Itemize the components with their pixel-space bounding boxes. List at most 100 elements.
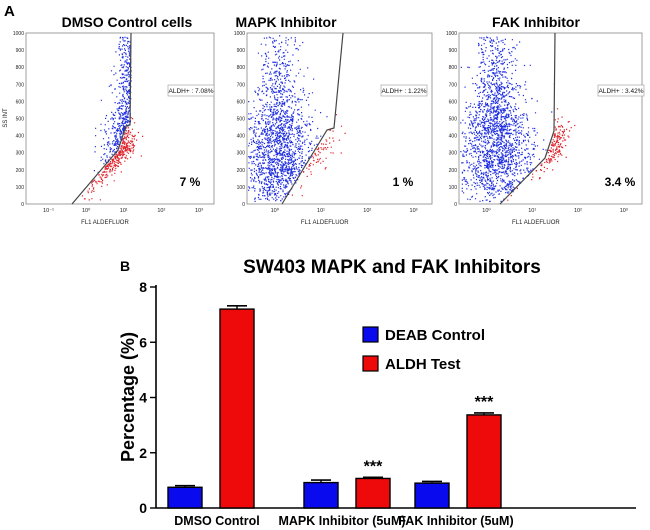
y-tick-label: 0 <box>454 202 457 208</box>
flow-plot: MAPK Inhibitor10009008007006005004003002… <box>234 14 433 226</box>
y-tick-label: 900 <box>16 48 25 54</box>
x-tick-label: FAK Inhibitor (5uM) <box>398 514 513 528</box>
y-tick-label: 400 <box>237 134 246 140</box>
flow-plot-title: FAK Inhibitor <box>492 14 580 30</box>
y-tick-label: 400 <box>449 134 458 140</box>
flow-plot: DMSO Control cells1000900800700600500400… <box>3 14 215 226</box>
x-tick-label: 10² <box>363 208 371 214</box>
plot-frame <box>25 32 215 205</box>
bar-aldh-test <box>219 308 255 509</box>
legend-swatch <box>362 326 379 343</box>
y-tick-label: 1000 <box>234 31 245 37</box>
x-tick-label: 10⁻¹ <box>43 208 54 214</box>
y-tick-label: 6 <box>139 334 147 350</box>
legend-swatch <box>362 355 379 372</box>
aldh-negative-events <box>93 36 132 174</box>
aldh-gate-line <box>499 32 556 205</box>
y-tick-label: 400 <box>16 134 25 140</box>
y-tick-label: 800 <box>237 65 246 71</box>
significance-marker: *** <box>475 394 494 411</box>
aldh-percent-label: 3.4 % <box>605 175 636 189</box>
aldh-negative-events <box>460 36 555 203</box>
panel-a-label: A <box>4 3 15 20</box>
bar-deab-control <box>167 486 203 509</box>
gate-label-box <box>597 84 645 97</box>
flow-plot-title: DMSO Control cells <box>62 14 193 30</box>
y-tick-label: 100 <box>237 185 246 191</box>
bar-deab-control <box>303 481 339 509</box>
gate-label-box <box>380 84 428 97</box>
y-tick-label: 900 <box>237 48 246 54</box>
y-axis-label: Percentage (%) <box>118 332 138 462</box>
y-tick-label: 600 <box>16 99 25 105</box>
x-axis-label: FL1 ALDEFLUOR <box>512 220 560 226</box>
aldh-gate-line <box>71 32 132 205</box>
y-tick-label: 600 <box>449 99 458 105</box>
y-tick-label: 600 <box>237 99 246 105</box>
bar-deab-control <box>414 482 450 509</box>
y-tick-label: 700 <box>16 82 25 88</box>
y-tick-label: 0 <box>21 202 24 208</box>
x-tick-label: 10¹ <box>317 208 325 214</box>
x-tick-label: 10³ <box>410 208 418 214</box>
x-axis-label: FL1 ALDEFLUOR <box>81 220 129 226</box>
y-tick-label: 300 <box>237 151 246 157</box>
y-tick-label: 100 <box>449 185 458 191</box>
y-tick-label: 700 <box>237 82 246 88</box>
y-tick-label: 700 <box>449 82 458 88</box>
x-tick-label: 10⁰ <box>271 207 280 214</box>
flow-plot: FAK Inhibitor100090080070060050040030020… <box>446 14 645 226</box>
x-tick-label: 10³ <box>195 208 203 214</box>
aldh-positive-events <box>507 108 576 201</box>
legend-label: DEAB Control <box>385 327 485 344</box>
flow-plot-title: MAPK Inhibitor <box>235 14 337 30</box>
y-tick-label: 100 <box>16 185 25 191</box>
bar-aldh-test <box>466 414 502 509</box>
y-tick-label: 4 <box>139 390 147 406</box>
y-tick-label: 200 <box>16 168 25 174</box>
plot-frame <box>458 32 643 205</box>
y-tick-label: 500 <box>237 117 246 123</box>
bar-chart: SW403 MAPK and FAK Inhibitors 0 2 4 6 8 Percen… <box>118 257 636 528</box>
aldh-percent-label: 7 % <box>180 175 201 189</box>
x-tick-label: MAPK Inhibitor (5uM) <box>278 514 405 528</box>
gate-label-box <box>167 84 215 97</box>
gate-label: ALDH+ : 3.42% <box>599 88 644 95</box>
aldh-percent-label: 1 % <box>393 175 414 189</box>
y-tick-label: 8 <box>139 279 147 295</box>
flow-cytometry-plots: DMSO Control cells1000900800700600500400… <box>3 14 645 226</box>
gate-label: ALDH+ : 1.22% <box>382 88 427 95</box>
y-tick-label: 500 <box>449 117 458 123</box>
plot-frame <box>246 32 433 205</box>
y-tick-label: 300 <box>16 151 25 157</box>
y-tick-label: 2 <box>139 445 147 461</box>
x-tick-label: 10³ <box>620 208 628 214</box>
panel-b-label: B <box>120 258 130 274</box>
x-tick-label: 10¹ <box>120 208 128 214</box>
aldh-positive-events <box>291 114 346 197</box>
x-tick-label: 10⁰ <box>82 207 91 214</box>
y-tick-label: 0 <box>242 202 245 208</box>
significance-marker: *** <box>364 458 383 475</box>
x-axis-label: FL1 ALDEFLUOR <box>301 220 349 226</box>
y-tick-label: 900 <box>449 48 458 54</box>
y-tick-label: 200 <box>237 168 246 174</box>
y-axis-label: SS INT <box>3 108 9 128</box>
y-tick-label: 800 <box>449 65 458 71</box>
aldh-gate-line <box>281 32 344 205</box>
y-tick-label: 0 <box>139 500 147 516</box>
x-tick-label: 10⁰ <box>482 207 491 214</box>
aldh-positive-events <box>81 117 144 201</box>
x-tick-label: 10² <box>157 208 165 214</box>
y-tick-label: 1000 <box>13 31 24 37</box>
chart-title: SW403 MAPK and FAK Inhibitors <box>243 257 541 278</box>
x-tick-label: DMSO Control <box>174 514 259 528</box>
x-tick-label: 10¹ <box>528 208 536 214</box>
y-tick-label: 300 <box>449 151 458 157</box>
aldh-negative-events <box>248 35 328 202</box>
gate-label: ALDH+ : 7.08% <box>169 88 214 95</box>
y-tick-label: 200 <box>449 168 458 174</box>
x-tick-label: 10² <box>574 208 582 214</box>
y-tick-label: 1000 <box>446 31 457 37</box>
